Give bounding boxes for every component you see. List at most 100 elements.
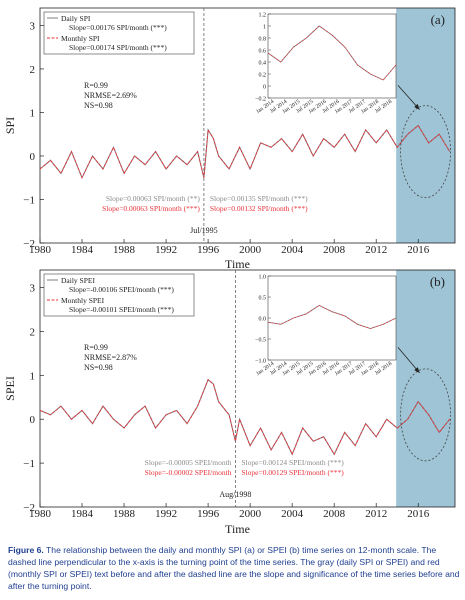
shaded-region [396,270,455,507]
legend-label: Monthly SPEI [61,296,105,305]
x-tick-label: 1996 [197,508,220,520]
x-tick-label: 2012 [365,244,387,256]
y-tick-label: 1 [30,370,36,382]
plot-frame [39,7,456,244]
inset-y-tick-label: −1.0 [255,359,266,365]
x-tick-label: 1996 [197,244,220,256]
highlight-ellipse [400,105,451,199]
y-tick-label: 2 [30,326,36,338]
inset-frame [267,275,397,361]
series-line-daily [39,378,451,456]
legend-slope: Slope=0.00176 SPI/month (***) [69,23,167,32]
inset-arrow-head [414,103,420,110]
inset-y-tick-label: 0.8 [259,37,267,43]
slope-after-daily: Slope=0.00124 SPEI/month (***) [241,458,344,467]
series-line-monthly [39,378,451,456]
caption-text: The relationship between the daily and m… [8,545,460,591]
y-tick-label: 0 [30,151,36,163]
legend-label: Daily SPEI [61,276,95,285]
turning-point-label: Jul/1995 [190,226,218,235]
x-tick-label: 1984 [71,508,94,520]
highlight-ellipse [400,368,451,462]
inset-frame [267,13,397,99]
figure-canvas: 1980 1984 1988 1992 1996 2000 2004 2008 2012 2016… [3,7,456,536]
caption-label: Figure 6. [8,545,44,555]
x-axis-title: Time [225,522,250,536]
inset-y-tick-label: −0.2 [255,97,266,103]
y-tick-label: 0 [30,414,36,426]
y-tick-label: −2 [23,238,35,250]
stat-text: NS=0.98 [84,101,113,110]
inset-y-tick-label: 0.6 [259,49,267,55]
x-tick-label: 1992 [155,508,177,520]
slope-after-monthly: Slope=0.00132 SPI/month (***) [210,204,308,213]
stat-text: NRMSE=2.87% [84,353,137,362]
stat-text: R=0.99 [84,81,108,90]
x-tick-label: 1988 [113,508,136,520]
series-line-monthly [39,124,451,179]
x-tick-label: 2016 [407,244,430,256]
figure-caption: Figure 6. The relationship between the d… [8,544,460,592]
legend-label: Daily SPI [61,14,91,23]
inset-y-tick-label: 1.0 [259,275,267,281]
y-axis-title: SPEI [3,376,17,401]
legend-slope: Slope=-0.00101 SPEI/month (***) [69,305,174,314]
x-tick-label: 2016 [407,508,430,520]
inset-y-tick-label: 0 [263,85,266,91]
legend-slope: Slope=-0.00106 SPEI/month (***) [69,285,174,294]
plot-frame [39,269,456,508]
y-tick-label: 3 [30,20,36,32]
y-axis-title: SPI [3,117,17,134]
inset-y-tick-label: 1 [263,25,266,31]
inset-series-monthly [267,25,397,81]
legend-label: Monthly SPI [61,34,100,43]
turning-point-label: Aug/1998 [219,490,251,499]
x-tick-label: 2012 [365,508,387,520]
stat-text: NS=0.98 [84,363,113,372]
slope-before-monthly: Slope=-0.00002 SPEI/month [145,468,232,477]
x-tick-label: 1980 [29,508,52,520]
x-tick-label: 2008 [323,244,346,256]
slope-before-daily: Slope=-0.00005 SPEI/month [145,458,232,467]
slope-after-monthly: Slope=0.00129 SPEI/month (***) [241,468,344,477]
inset-arrow-head [414,367,420,373]
inset-y-tick-label: 1.2 [259,13,267,19]
inset-y-tick-label: 0.2 [259,73,267,79]
x-tick-label: 2000 [239,508,262,520]
x-tick-label: 2000 [239,244,262,256]
panel-label: (b) [430,274,445,289]
slope-before-monthly: Slope=0.00063 SPI/month (***) [102,204,200,213]
x-axis-title: Time [225,257,250,271]
y-tick-label: 2 [30,64,36,76]
panel-b: 1980 1984 1988 1992 1996 2000 2004 2008 2012 2016… [3,269,456,536]
shaded-region [396,8,455,243]
x-tick-label: 2004 [281,244,304,256]
legend-box [43,11,195,55]
y-tick-label: −2 [23,502,35,514]
inset-y-tick-label: 0.0 [259,317,267,323]
stat-text: NRMSE=2.69% [84,91,137,100]
x-tick-label: 1988 [113,244,136,256]
slope-after-daily: Slope=0.00135 SPI/month (***) [210,194,308,203]
panel-a: 1980 1984 1988 1992 1996 2000 2004 2008 2012 2016… [3,7,456,271]
legend-slope: Slope=0.00174 SPI/month (***) [69,43,167,52]
stat-text: R=0.99 [84,343,108,352]
inset-y-tick-label: 0.4 [259,61,267,67]
inset-series-monthly [267,304,397,329]
inset-y-tick-label: 0.5 [259,296,267,302]
x-tick-label: 1984 [71,244,94,256]
y-tick-label: 1 [30,107,36,119]
slope-before-daily: Slope=0.00063 SPI/month (**) [106,194,201,203]
inset-y-tick-label: −0.5 [255,338,266,344]
y-tick-label: −1 [23,458,35,470]
y-tick-label: −1 [23,194,35,206]
legend-box [43,273,195,317]
x-tick-label: 1980 [29,244,52,256]
inset-arrow-line [397,347,420,374]
y-tick-label: 3 [30,283,36,295]
x-tick-label: 2004 [281,508,304,520]
x-tick-label: 2008 [323,508,346,520]
panel-label: (a) [431,12,445,27]
